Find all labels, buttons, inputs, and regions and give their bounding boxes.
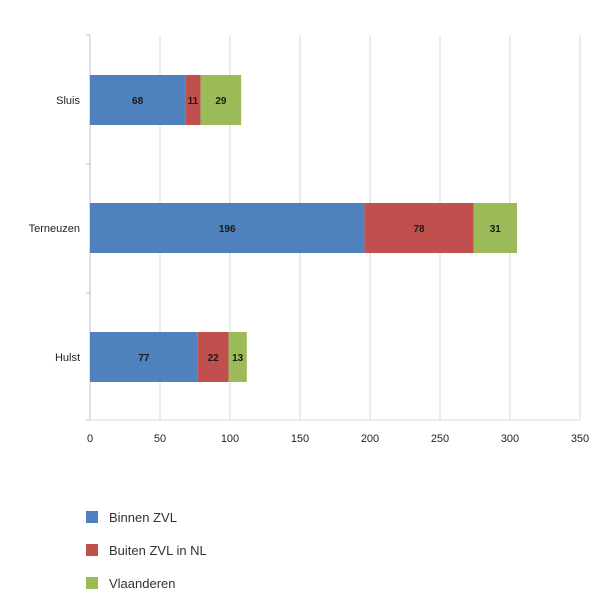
data-label: 68: [132, 96, 144, 107]
bar-segment: [197, 332, 229, 382]
legend-item: Vlaanderen: [86, 572, 207, 594]
data-label: 11: [188, 96, 199, 107]
x-tick-label: 350: [571, 433, 589, 445]
legend-label: Vlaanderen: [109, 575, 176, 591]
bar-segment: [473, 203, 517, 253]
legend: Binnen ZVL Buiten ZVL in NL Vlaanderen: [86, 506, 207, 605]
data-label: 31: [490, 224, 502, 235]
legend-swatch: [86, 511, 98, 523]
labels: 0 50 100 150 200 250 300 350 Sluis 68 11 29 Terneuze…: [29, 95, 590, 445]
category-label: Terneuzen: [29, 223, 80, 235]
x-tick-label: 150: [291, 433, 309, 445]
x-tick-label: 0: [87, 433, 93, 445]
bar-segment: [364, 203, 474, 253]
legend-swatch: [86, 544, 98, 556]
data-label: 78: [413, 224, 425, 235]
stacked-bar-chart: 0 50 100 150 200 250 300 350 Sluis 68 11 29 Terneuze…: [29, 34, 590, 445]
legend-label: Buiten ZVL in NL: [109, 542, 207, 558]
x-tick-label: 250: [431, 433, 449, 445]
legend-item: Buiten ZVL in NL: [86, 539, 207, 561]
bar-segment: [90, 203, 365, 253]
legend-swatch: [86, 577, 98, 589]
x-tick-label: 200: [361, 433, 379, 445]
bar-segment: [90, 75, 186, 125]
data-label: 13: [232, 353, 244, 364]
bar-segment: [90, 332, 198, 382]
data-label: 196: [219, 224, 236, 235]
data-label: 77: [138, 353, 150, 364]
legend-label: Binnen ZVL: [109, 509, 177, 525]
legend-item: Binnen ZVL: [86, 506, 207, 528]
x-tick-label: 50: [154, 433, 166, 445]
category-label: Sluis: [56, 95, 80, 107]
x-tick-label: 300: [501, 433, 519, 445]
bar-segment: [200, 75, 242, 125]
data-label: 22: [208, 353, 220, 364]
category-label: Hulst: [55, 352, 80, 364]
bar-segment: [228, 332, 247, 382]
bars: [90, 75, 517, 382]
bar-segment: [185, 75, 201, 125]
x-tick-label: 100: [221, 433, 239, 445]
data-label: 29: [215, 96, 227, 107]
